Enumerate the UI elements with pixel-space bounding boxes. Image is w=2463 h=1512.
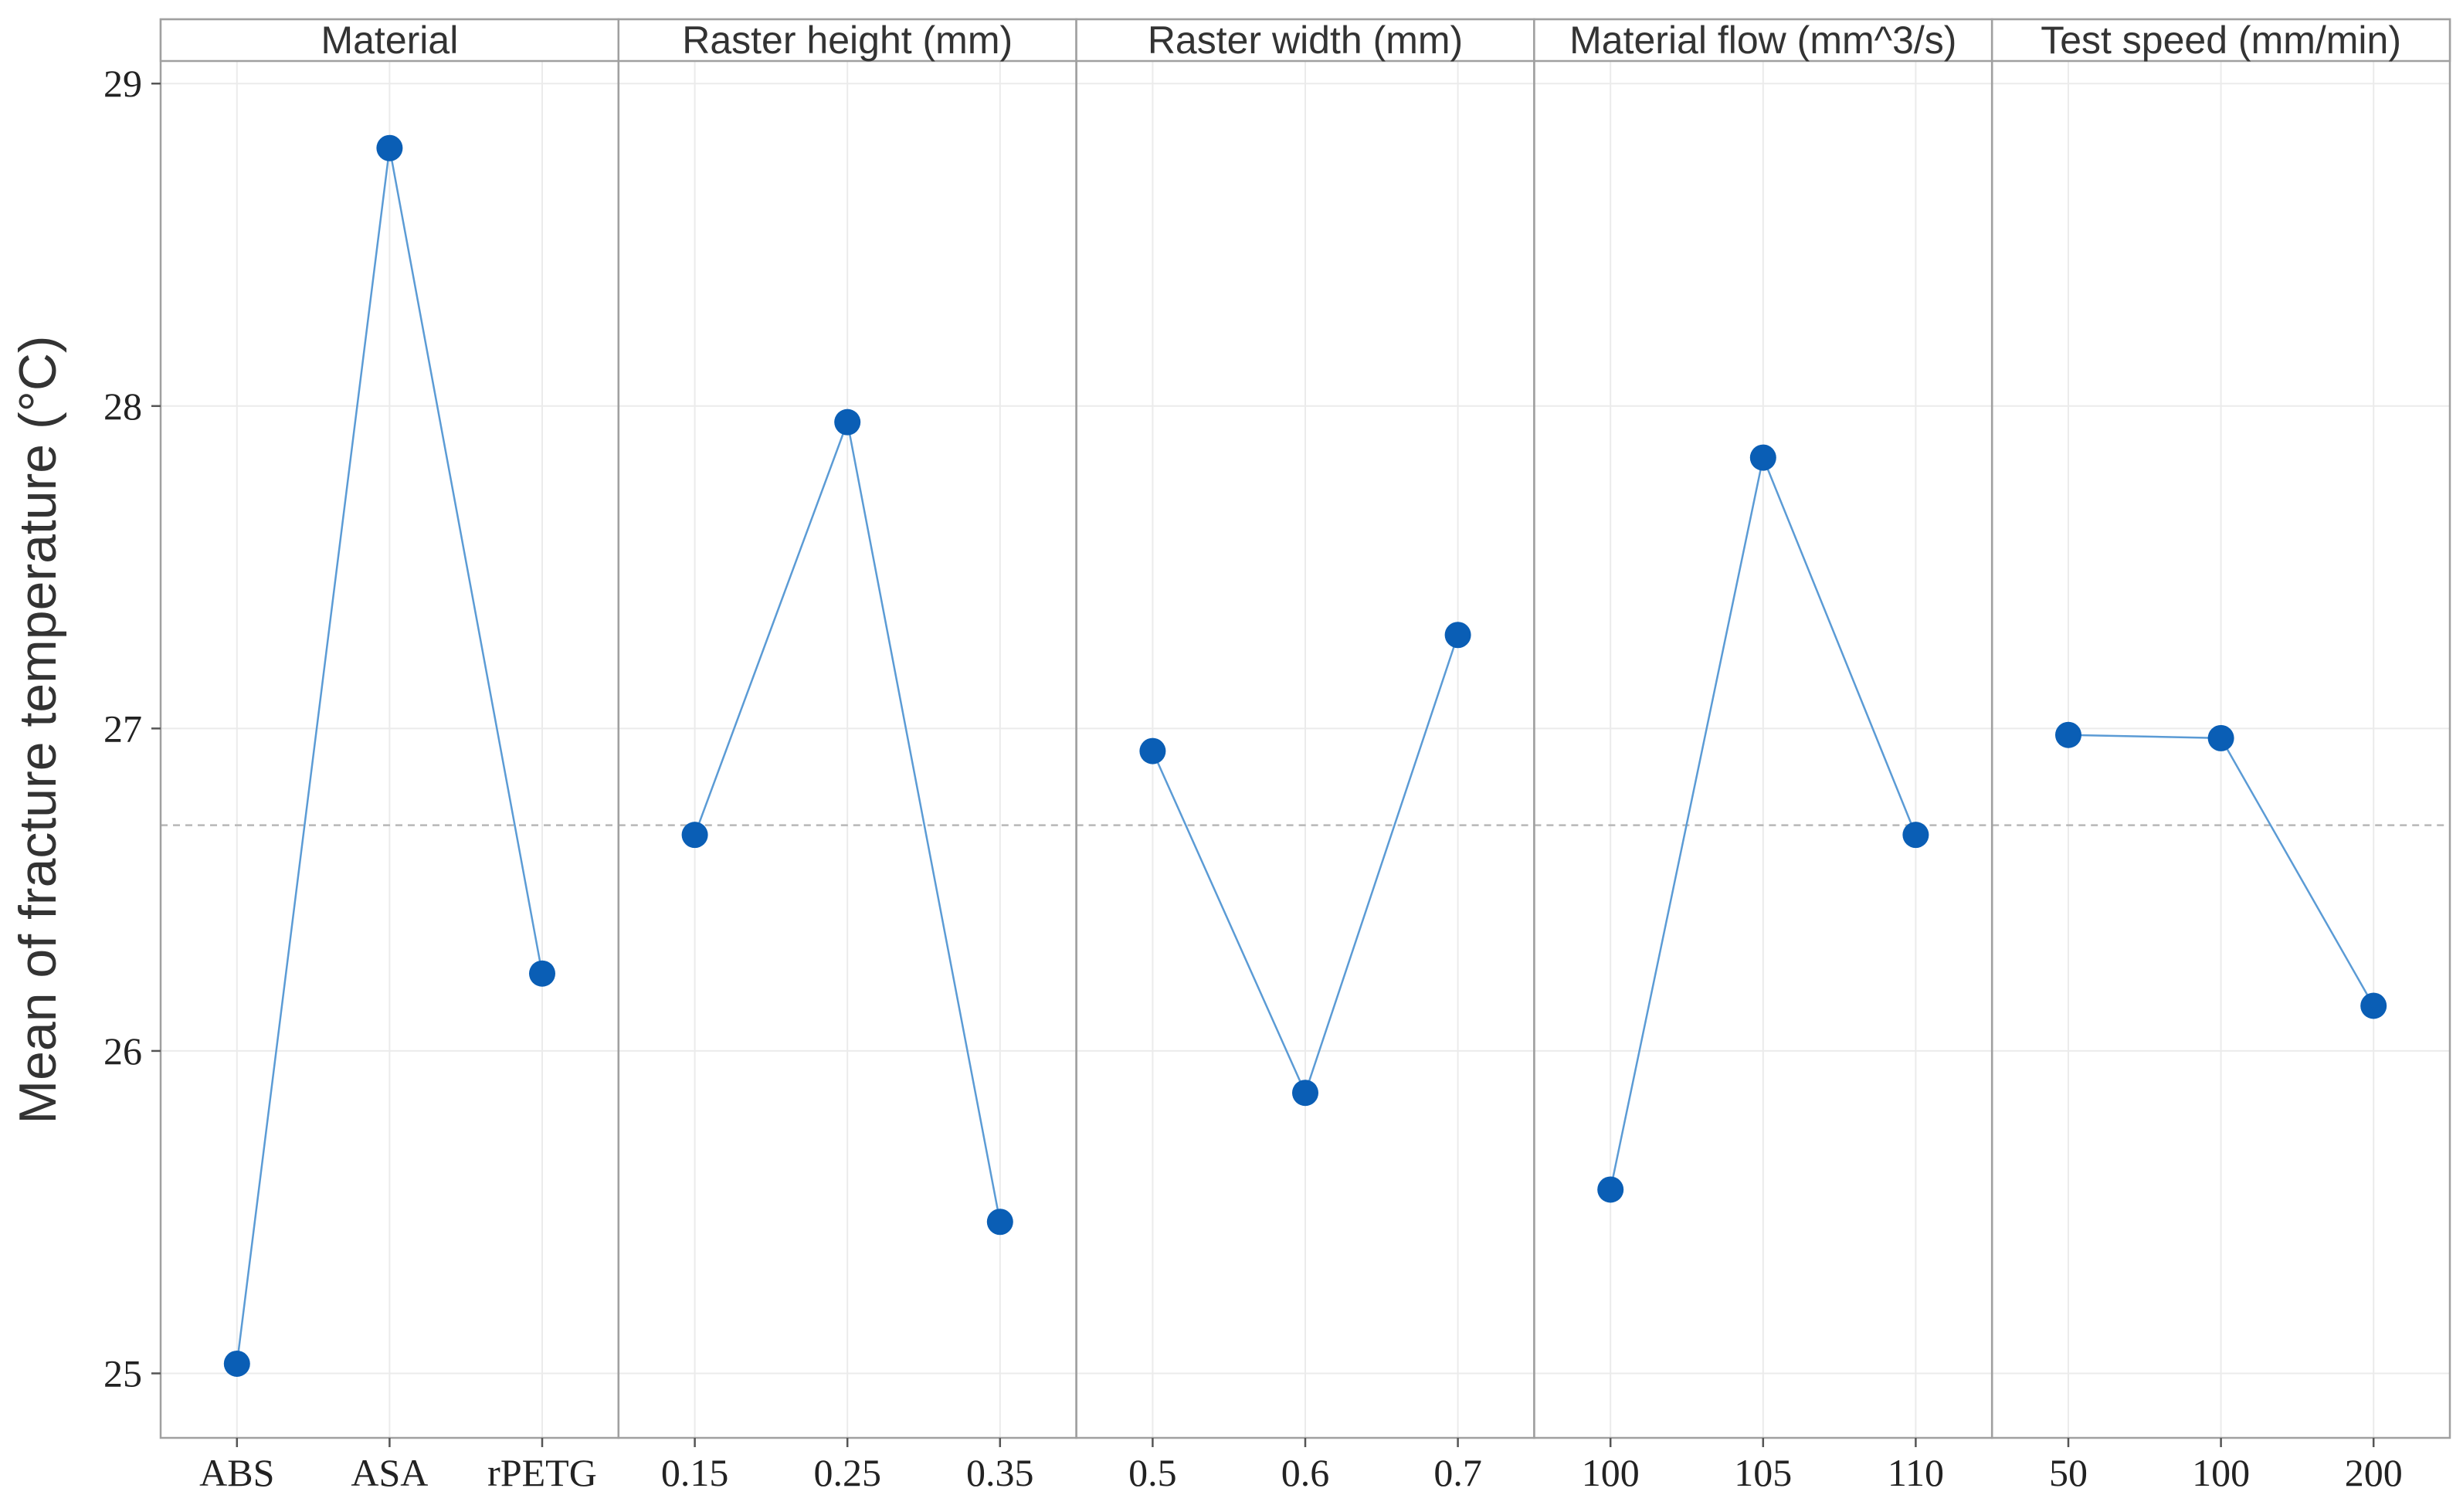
x-tick-label: 0.6 <box>1281 1451 1330 1494</box>
panel-header <box>617 18 1077 63</box>
data-point <box>529 960 555 987</box>
panel: Material ABS ASA rPETG <box>159 18 620 1494</box>
panel-title: Material <box>321 19 458 62</box>
x-tick-label: 0.35 <box>966 1451 1034 1494</box>
data-point <box>1444 622 1471 649</box>
x-tick-label: 0.5 <box>1128 1451 1177 1494</box>
panel: Raster width (mm) 0.5 0.6 0.7 <box>1075 18 1535 1494</box>
panel: Test speed (mm/min) 50 100 200 <box>1990 18 2451 1494</box>
panel-title: Material flow (mm^3/s) <box>1569 19 1956 62</box>
data-point <box>1292 1080 1318 1107</box>
data-point <box>2360 992 2387 1019</box>
x-tick-label: 0.15 <box>661 1451 729 1494</box>
y-tick-label: 29 <box>103 62 142 105</box>
data-point <box>1597 1176 1624 1203</box>
x-tick-label: 110 <box>1888 1451 1944 1494</box>
panel-header <box>1990 18 2451 63</box>
y-tick-label: 26 <box>103 1029 142 1073</box>
panel-title: Raster width (mm) <box>1148 19 1463 62</box>
x-tick-label: 100 <box>1582 1451 1640 1494</box>
data-point <box>2055 721 2081 748</box>
panel: Material flow (mm^3/s) 100 105 110 <box>1533 18 1993 1494</box>
panel-title: Raster height (mm) <box>682 19 1013 62</box>
data-point <box>376 134 403 161</box>
data-point <box>1902 822 1929 849</box>
panel: Raster height (mm) 0.15 0.25 0.35 <box>617 18 1077 1494</box>
panel-header <box>1075 18 1535 63</box>
y-axis-title: Mean of fracture temperature (°C) <box>8 335 67 1124</box>
x-tick-label: 0.25 <box>813 1451 881 1494</box>
plot-area: Material ABS ASA rPETG Raster height (mm) 0.1… <box>103 18 2451 1494</box>
x-tick-label: 105 <box>1734 1451 1792 1494</box>
data-point <box>1749 444 1776 471</box>
y-tick-label: 25 <box>103 1351 142 1395</box>
y-tick-label: 28 <box>103 385 142 428</box>
data-point <box>2207 724 2234 751</box>
data-point <box>223 1350 250 1377</box>
panel-title: Test speed (mm/min) <box>2041 19 2401 62</box>
data-point <box>1139 737 1166 764</box>
data-point <box>834 409 861 436</box>
x-tick-label: 200 <box>2345 1451 2403 1494</box>
x-tick-label: ASA <box>351 1451 428 1494</box>
x-tick-label: 50 <box>2049 1451 2088 1494</box>
y-tick-label: 27 <box>103 707 142 750</box>
data-point <box>986 1209 1013 1236</box>
x-tick-label: 100 <box>2192 1451 2250 1494</box>
x-tick-label: ABS <box>199 1451 274 1494</box>
data-point <box>681 822 708 849</box>
x-tick-label: 0.7 <box>1433 1451 1482 1494</box>
x-tick-label: rPETG <box>487 1451 597 1494</box>
